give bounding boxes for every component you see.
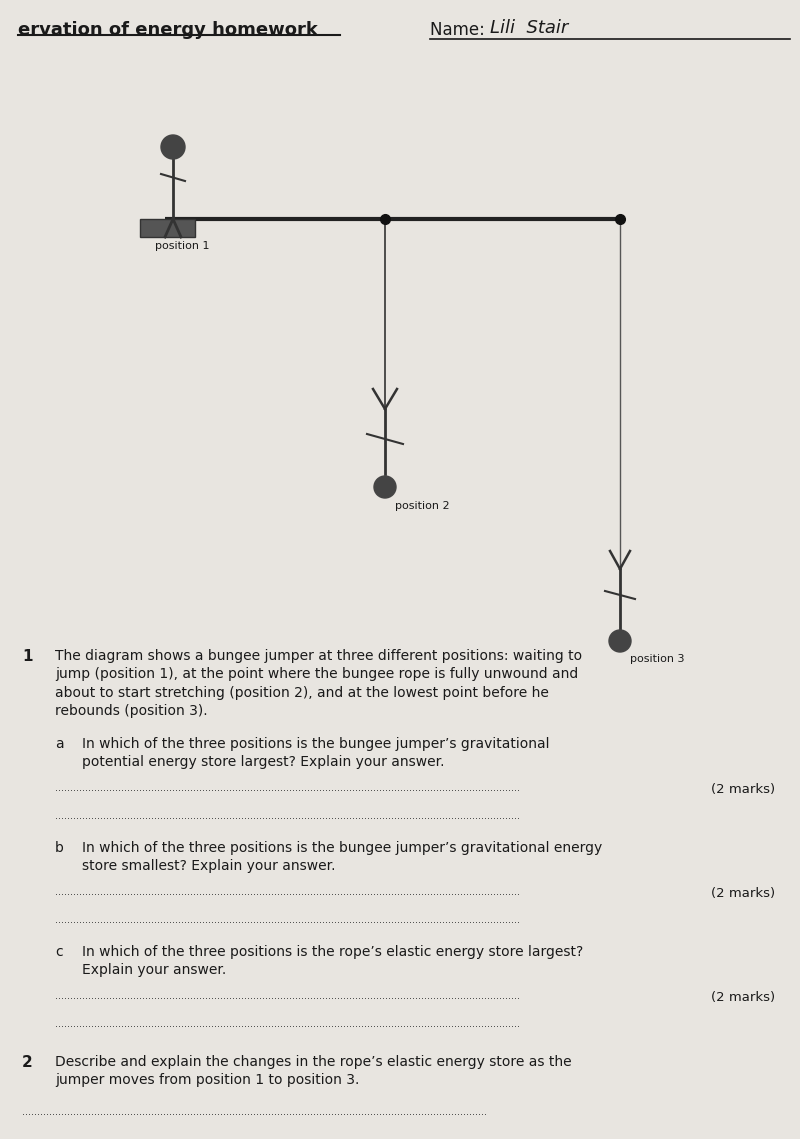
Text: ................................................................................: ........................................… (22, 1107, 487, 1117)
Text: ................................................................................: ........................................… (55, 915, 520, 925)
Text: ................................................................................: ........................................… (55, 1019, 520, 1029)
Text: In which of the three positions is the rope’s elastic energy store largest?
Expl: In which of the three positions is the r… (82, 945, 583, 977)
Text: position 2: position 2 (395, 501, 450, 511)
Text: Lili  Stair: Lili Stair (490, 19, 568, 36)
Text: 1: 1 (22, 649, 33, 664)
Text: 2: 2 (22, 1055, 33, 1070)
Text: In which of the three positions is the bungee jumper’s gravitational energy
stor: In which of the three positions is the b… (82, 841, 602, 874)
Text: position 1: position 1 (155, 241, 210, 251)
Text: (2 marks): (2 marks) (711, 782, 775, 796)
Text: (2 marks): (2 marks) (711, 991, 775, 1003)
Text: b: b (55, 841, 64, 855)
Text: ervation of energy homework: ervation of energy homework (18, 21, 318, 39)
Text: In which of the three positions is the bungee jumper’s gravitational
potential e: In which of the three positions is the b… (82, 737, 550, 770)
Text: c: c (55, 945, 62, 959)
Text: a: a (55, 737, 64, 751)
Text: (2 marks): (2 marks) (711, 887, 775, 900)
Text: The diagram shows a bungee jumper at three different positions: waiting to
jump : The diagram shows a bungee jumper at thr… (55, 649, 582, 719)
Text: ................................................................................: ........................................… (55, 811, 520, 821)
Text: ................................................................................: ........................................… (22, 1134, 487, 1139)
Bar (140, 219, 195, 237)
Text: ................................................................................: ........................................… (55, 887, 520, 898)
Text: ................................................................................: ........................................… (55, 991, 520, 1001)
Text: Describe and explain the changes in the rope’s elastic energy store as the
jumpe: Describe and explain the changes in the … (55, 1055, 572, 1088)
Circle shape (161, 136, 185, 159)
Text: Name:: Name: (430, 21, 490, 39)
Circle shape (609, 630, 631, 652)
Text: position 3: position 3 (630, 654, 685, 664)
Circle shape (374, 476, 396, 498)
Text: ................................................................................: ........................................… (55, 782, 520, 793)
